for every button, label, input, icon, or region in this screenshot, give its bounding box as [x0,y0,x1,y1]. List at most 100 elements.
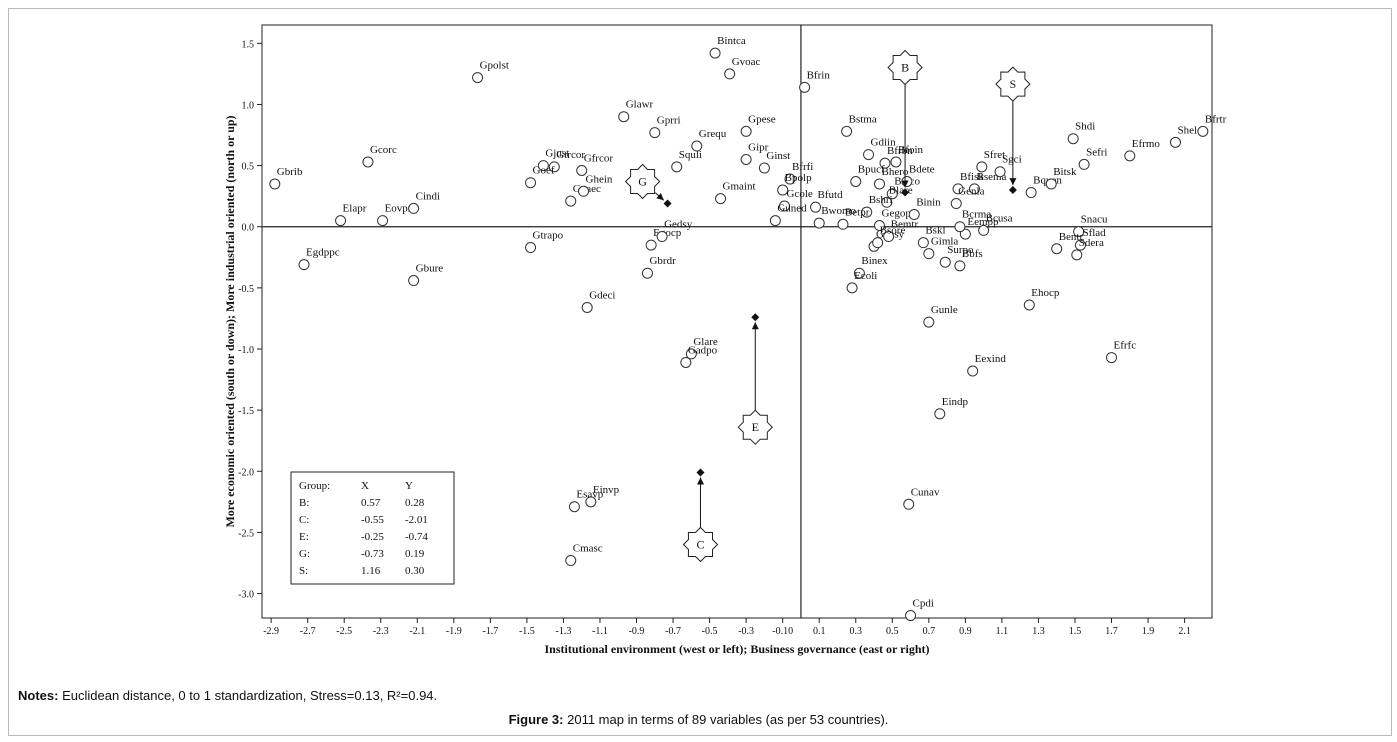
data-point [525,177,537,189]
group-table-cell: -0.73 [361,548,384,560]
data-point [685,348,697,360]
point-label: Bshri [869,194,893,206]
point-label: Gfrcor [584,152,614,164]
point-label: Cpdi [913,598,934,610]
x-tick-label: -0.3 [738,626,754,637]
data-point [874,178,885,190]
data-point [724,68,736,80]
data-point [335,215,347,227]
group-table-cell: B: [299,497,309,509]
data-point [879,157,891,169]
point-label: Bfoin [898,144,924,156]
centroid-marker [901,188,910,197]
x-tick-label: 1.1 [996,626,1009,637]
point-label: Betpr [845,206,870,218]
point-label: Eindp [942,396,969,408]
data-point [967,365,979,377]
centroid-arrowhead [1009,178,1017,186]
point-label: Bintca [717,35,746,47]
data-point [740,125,752,137]
point-label: Gdeci [589,289,615,301]
data-point [362,156,374,168]
point-label: Efrmo [1132,138,1161,150]
data-point [813,217,825,229]
x-tick-label: -0.10 [772,626,793,637]
data-point [959,228,971,240]
data-point [649,127,661,139]
centroid-marker [1008,186,1017,195]
data-point [1073,226,1085,238]
x-tick-label: 1.7 [1105,626,1118,637]
data-point [656,231,668,243]
point-label: Bstma [849,113,877,125]
x-axis-label: Institutional environment (west or left)… [545,642,930,656]
data-point [525,242,537,254]
point-label: Snacu [1081,214,1108,226]
centroid-badge-label: C [696,538,704,552]
x-tick-label: 0.3 [850,626,863,637]
y-tick-label: -2.0 [238,467,254,478]
group-table-cell: 0.57 [361,497,381,509]
point-label: Gjust [545,148,569,160]
x-tick-label: -2.3 [373,626,389,637]
data-point [709,47,721,59]
centroid-marker [696,468,705,477]
point-label: Bentr [1059,231,1084,243]
x-tick-label: 0.7 [923,626,936,637]
centroid-marker [751,313,760,322]
data-point [671,161,683,173]
data-point [934,408,946,420]
centroid-badge [995,66,1031,102]
point-label: Binex [861,255,888,267]
point-label: Gprri [657,115,681,127]
point-label: Sdera [1079,237,1104,249]
data-point [472,72,484,84]
data-point [841,125,853,137]
y-tick-label: -1.0 [238,345,254,356]
centroid-badge [887,49,923,86]
data-point [908,209,920,221]
group-table-header: Y [405,480,413,492]
point-label: Bfrin [807,69,831,81]
point-label: Ehocp [1031,287,1060,299]
point-label: Gtrapo [533,230,564,242]
data-point [978,224,990,236]
data-point [568,501,580,513]
point-label: Sfret [984,149,1005,161]
point-label: Glawr [626,99,654,111]
point-label: Gcole [787,188,813,200]
data-point [779,200,790,212]
centroid-badge [624,163,661,200]
point-label: Binin [916,197,941,209]
point-label: Gipr [748,141,769,153]
y-axis-label: More economic oriented (south or down); … [223,115,237,527]
data-point [680,356,692,368]
data-point [861,206,873,218]
x-tick-label: -2.5 [336,626,352,637]
point-label: Gegop [882,208,912,220]
data-point [903,498,915,510]
y-tick-label: -1.5 [238,406,254,417]
point-label: Guned [777,203,807,215]
centroid-arrowhead [751,322,759,330]
data-point [1023,299,1035,311]
data-point [1051,243,1063,255]
group-table-cell: 0.28 [405,497,425,509]
x-tick-label: -0.5 [702,626,718,637]
data-point [846,282,858,294]
point-label: Gbrib [277,166,303,178]
centroid-badge [737,409,774,445]
data-point [950,198,962,210]
caption-text: 2011 map in terms of 89 variables (as pe… [567,712,889,727]
figure-caption: Figure 3: 2011 map in terms of 89 variab… [0,712,1397,727]
point-label: Bfrbn [887,145,913,157]
point-label: Eovpr [385,203,412,215]
point-label: Sefri [1086,146,1107,158]
point-label: Egdppc [306,247,340,259]
caption-label: Figure 3: [508,712,564,727]
point-label: Cunav [911,486,940,498]
x-tick-label: -1.7 [482,626,498,637]
data-point [269,178,281,190]
figure-frame [8,8,1392,736]
x-tick-label: 1.9 [1142,626,1155,637]
